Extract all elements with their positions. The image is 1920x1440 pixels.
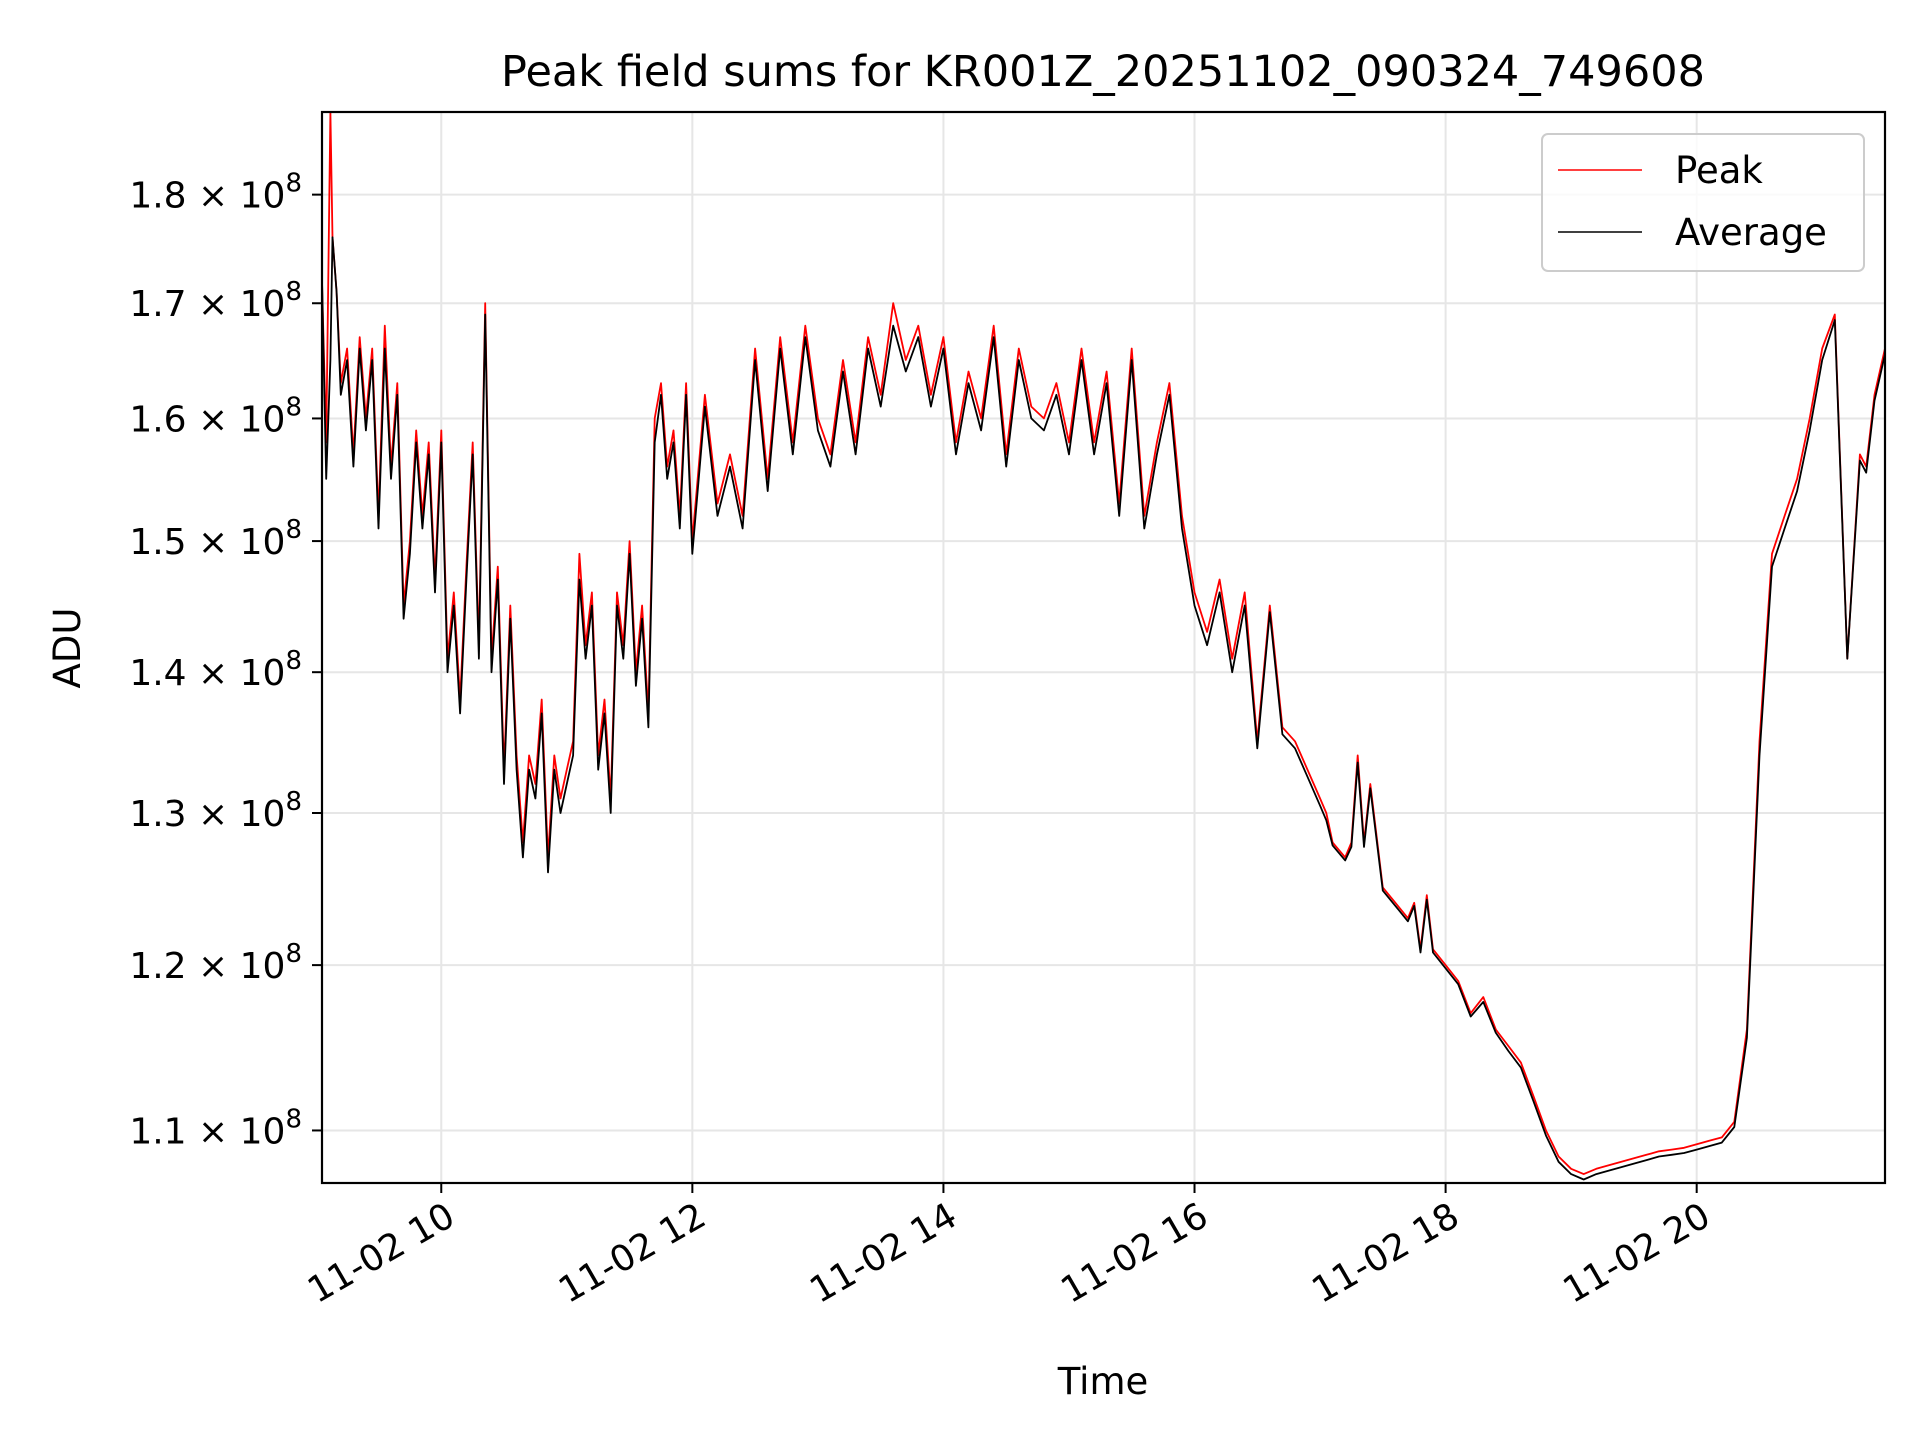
plot-frame [320, 110, 1887, 1185]
x-axis-label: Time [1057, 1360, 1149, 1403]
series-line-average [322, 236, 1885, 1181]
y-tick-label-3: 1.4 × 108 [129, 646, 302, 694]
legend-label-peak: Peak [1675, 149, 1763, 192]
y-axis-label: ADU [46, 608, 89, 689]
grid [322, 112, 1885, 1183]
chart-title: Peak field sums for KR001Z_20251102_0903… [501, 47, 1705, 97]
y-tick-label-5: 1.6 × 108 [129, 392, 302, 440]
y-tick-label-4: 1.5 × 108 [129, 515, 302, 563]
series-layer [322, 112, 1885, 1181]
legend-box [1541, 133, 1865, 272]
y-tick-label-7: 1.8 × 108 [129, 169, 302, 217]
y-tick-label-1: 1.2 × 108 [129, 939, 302, 987]
legend-label-average: Average [1675, 211, 1827, 254]
y-axis-ticks: 1.1 × 108 1.2 × 108 1.3 × 108 1.4 × 108 1.5 … [129, 169, 322, 1152]
y-tick-label-0: 1.1 × 108 [129, 1104, 302, 1152]
y-tick-label-6: 1.7 × 108 [129, 277, 302, 325]
legend: Peak Average [1541, 133, 1865, 272]
y-tick-label-2: 1.3 × 108 [129, 787, 302, 835]
